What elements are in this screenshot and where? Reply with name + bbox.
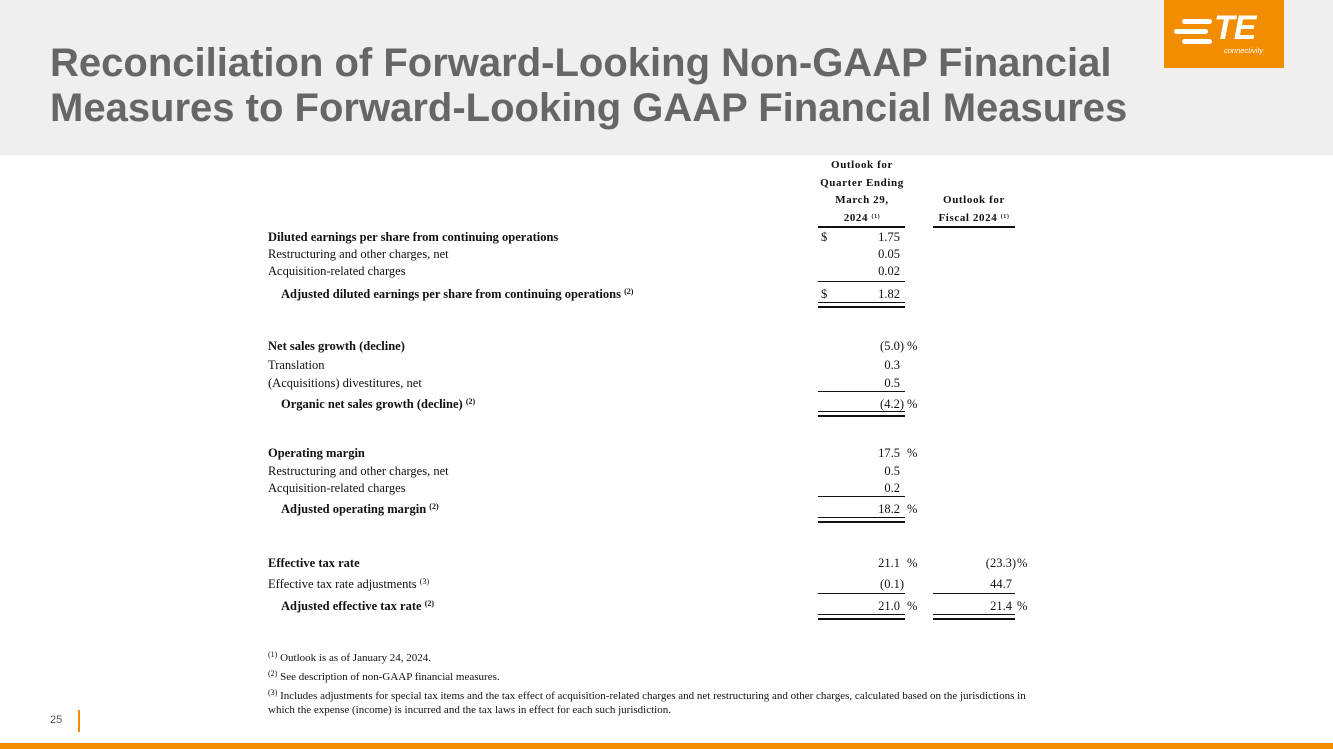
eps-adjusted-note: (2) bbox=[624, 287, 634, 296]
tax-adj-note: (3) bbox=[419, 577, 430, 586]
eps-acquisition-value: 0.02 bbox=[878, 264, 900, 278]
margin-adjusted-pct: % bbox=[907, 502, 918, 516]
column-header-fiscal: Outlook for Fiscal 2024 (1) bbox=[933, 192, 1015, 227]
tax-adjusted-q-pct: % bbox=[907, 599, 918, 613]
col2-year: Fiscal 2024 bbox=[938, 211, 998, 224]
page-number: 25 bbox=[50, 714, 63, 726]
footnote-3-mark: (3) bbox=[268, 688, 278, 697]
col2-line2: Fiscal 2024 (1) bbox=[933, 210, 1015, 228]
eps-restructuring-value: 0.05 bbox=[878, 247, 900, 261]
eps-currency: $ bbox=[821, 230, 828, 244]
margin-total-rule bbox=[818, 517, 905, 523]
divest-label: (Acquisitions) divestitures, net bbox=[268, 376, 422, 390]
organic-pct: % bbox=[907, 397, 918, 411]
column-header-quarter: Outlook for Quarter Ending March 29, 202… bbox=[816, 157, 908, 227]
tax-adjusted-fy-value: 21.4 bbox=[990, 599, 1012, 613]
col1-header-rule bbox=[818, 226, 905, 228]
col1-line3: March 29, bbox=[835, 194, 889, 206]
eps-adjusted-row: Adjusted diluted earnings per share from… bbox=[281, 285, 633, 303]
tax-q-value: 21.1 bbox=[878, 556, 900, 570]
eps-acquisition-label: Acquisition-related charges bbox=[268, 264, 406, 278]
tax-q-pct: % bbox=[907, 556, 918, 570]
col1-line2: Quarter Ending bbox=[820, 176, 904, 189]
sales-subtotal-rule bbox=[818, 391, 905, 392]
sales-value: (5.0) bbox=[880, 339, 904, 353]
margin-restructuring-value: 0.5 bbox=[884, 464, 900, 478]
logo-sub-text: connectivity bbox=[1224, 46, 1264, 55]
tax-adj-fy-value: 44.7 bbox=[990, 577, 1012, 591]
title-line-2: Measures to Forward-Looking GAAP Financi… bbox=[50, 86, 1128, 130]
footnote-3-text: Includes adjustments for special tax ite… bbox=[268, 690, 1026, 716]
translation-value: 0.3 bbox=[884, 358, 900, 372]
tax-adj-label: Effective tax rate adjustments bbox=[268, 577, 417, 591]
col1-year: 2024 bbox=[843, 211, 869, 224]
page-number-divider bbox=[78, 710, 80, 732]
eps-label: Diluted earnings per share from continui… bbox=[268, 230, 559, 244]
col2-header-rule bbox=[933, 226, 1015, 228]
footnote-2-mark: (2) bbox=[268, 669, 278, 678]
organic-row: Organic net sales growth (decline) (2) bbox=[281, 395, 475, 413]
col1-note: (1) bbox=[871, 213, 881, 220]
margin-acquisition-label: Acquisition-related charges bbox=[268, 481, 406, 495]
tax-adjusted-row: Adjusted effective tax rate (2) bbox=[281, 597, 434, 615]
organic-label: Organic net sales growth (decline) bbox=[281, 397, 463, 411]
tax-adj-row: Effective tax rate adjustments (3) bbox=[268, 575, 429, 593]
footnote-1: (1) Outlook is as of January 24, 2024. bbox=[268, 651, 1028, 665]
tax-adjusted-note: (2) bbox=[424, 599, 435, 608]
tax-fy-pct: % bbox=[1017, 556, 1028, 570]
eps-adjusted-label: Adjusted diluted earnings per share from… bbox=[281, 287, 621, 301]
footnote-2: (2) See description of non-GAAP financia… bbox=[268, 670, 1028, 684]
footnote-1-text: Outlook is as of January 24, 2024. bbox=[280, 652, 432, 664]
title-line-1: Reconciliation of Forward-Looking Non-GA… bbox=[50, 41, 1112, 85]
eps-subtotal-rule bbox=[818, 281, 905, 282]
sales-pct: % bbox=[907, 339, 918, 353]
col1-line4: 2024 (1) bbox=[816, 210, 908, 228]
logo-bars-icon bbox=[1174, 19, 1212, 44]
eps-adjusted-currency: $ bbox=[821, 287, 828, 301]
footnote-3: (3) Includes adjustments for special tax… bbox=[268, 689, 1028, 717]
margin-adjusted-note: (2) bbox=[429, 502, 439, 511]
margin-adjusted-label: Adjusted operating margin bbox=[281, 502, 427, 516]
organic-note: (2) bbox=[465, 397, 476, 406]
eps-total-rule bbox=[818, 302, 905, 308]
margin-restructuring-label: Restructuring and other charges, net bbox=[268, 464, 449, 478]
eps-restructuring-label: Restructuring and other charges, net bbox=[268, 247, 449, 261]
tax-label: Effective tax rate bbox=[268, 556, 360, 570]
sales-total-rule bbox=[818, 411, 905, 417]
sales-label: Net sales growth (decline) bbox=[268, 339, 405, 353]
footnote-1-mark: (1) bbox=[268, 650, 278, 659]
header-band bbox=[0, 0, 1333, 155]
margin-adjusted-value: 18.2 bbox=[878, 502, 900, 516]
bottom-accent-bar bbox=[0, 743, 1333, 749]
tax-adj-q-value: (0.1) bbox=[880, 577, 904, 591]
tax-q-total-rule bbox=[818, 614, 905, 620]
tax-fy-total-rule bbox=[933, 614, 1015, 620]
eps-adjusted-value: 1.82 bbox=[878, 287, 900, 301]
organic-value: (4.2) bbox=[880, 397, 904, 411]
footnote-2-text: See description of non-GAAP financial me… bbox=[280, 671, 500, 683]
tax-adjusted-q-value: 21.0 bbox=[878, 599, 900, 613]
col2-line1: Outlook for bbox=[943, 194, 1005, 206]
col2-note: (1) bbox=[1000, 213, 1010, 220]
tax-fy-subtotal-rule bbox=[933, 593, 1015, 594]
margin-adjusted-row: Adjusted operating margin (2) bbox=[281, 500, 439, 518]
te-connectivity-logo: TE connectivity bbox=[1164, 0, 1284, 68]
margin-acquisition-value: 0.2 bbox=[884, 481, 900, 495]
eps-value: 1.75 bbox=[878, 230, 900, 244]
logo-te-text: TE bbox=[1214, 9, 1256, 47]
tax-q-subtotal-rule bbox=[818, 593, 905, 594]
tax-adjusted-label: Adjusted effective tax rate bbox=[281, 599, 422, 613]
margin-subtotal-rule bbox=[818, 496, 905, 497]
margin-pct: % bbox=[907, 446, 918, 460]
translation-label: Translation bbox=[268, 358, 325, 372]
tax-fy-value: (23.3) bbox=[985, 556, 1016, 570]
margin-label: Operating margin bbox=[268, 446, 365, 460]
tax-adjusted-fy-pct: % bbox=[1017, 599, 1028, 613]
margin-value: 17.5 bbox=[878, 446, 900, 460]
page-title: Reconciliation of Forward-Looking Non-GA… bbox=[50, 41, 1150, 131]
divest-value: 0.5 bbox=[884, 376, 900, 390]
col1-line1: Outlook for bbox=[831, 159, 893, 171]
